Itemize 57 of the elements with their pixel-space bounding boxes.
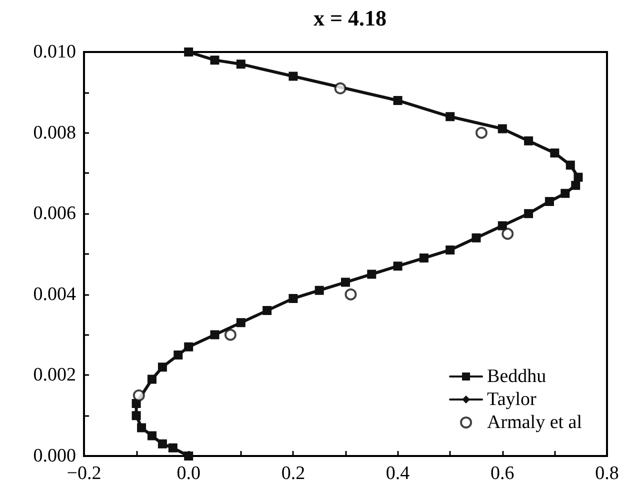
y-tick-label: 0.008	[33, 122, 76, 144]
y-tick-label: 0.010	[33, 42, 76, 62]
legend-label: Taylor	[487, 389, 538, 410]
point	[210, 330, 220, 340]
point	[288, 294, 298, 303]
point	[184, 452, 194, 460]
x-tick-label: 0.2	[281, 463, 306, 484]
point	[344, 288, 357, 300]
point	[262, 306, 272, 316]
point	[184, 342, 194, 352]
y-tick-label: 0.002	[33, 364, 76, 386]
point	[446, 112, 455, 122]
point	[132, 411, 141, 420]
point	[168, 443, 178, 452]
point	[524, 209, 534, 218]
point	[158, 362, 167, 372]
y-tick-label: 0.006	[33, 203, 76, 224]
point	[560, 188, 570, 198]
point	[498, 124, 507, 134]
point	[334, 82, 346, 94]
point	[174, 350, 183, 360]
point	[393, 262, 402, 271]
point	[236, 318, 246, 328]
legend-label: Armaly et al	[487, 412, 582, 433]
point	[184, 48, 194, 56]
point	[502, 228, 514, 240]
point	[288, 72, 298, 81]
point	[224, 328, 236, 341]
point	[571, 180, 580, 190]
point	[147, 431, 156, 440]
x-tick-label: 0.6	[490, 463, 514, 484]
point	[498, 221, 507, 230]
point	[550, 148, 560, 158]
point	[393, 96, 402, 105]
point	[132, 389, 145, 402]
point	[524, 136, 534, 146]
point	[210, 56, 220, 65]
point	[574, 172, 583, 182]
point	[147, 374, 156, 384]
point	[137, 423, 146, 432]
chart-title: x = 4.18	[313, 6, 387, 30]
point	[472, 233, 481, 242]
point	[419, 254, 428, 263]
point	[314, 286, 324, 295]
y-tick-label: 0.004	[33, 284, 76, 305]
point	[236, 60, 246, 69]
point	[367, 270, 376, 279]
x-tick-label: 0.4	[386, 463, 410, 484]
point	[158, 439, 167, 448]
x-tick-label: 0.8	[595, 463, 619, 484]
point	[544, 196, 554, 206]
legend-label: Beddhu	[487, 366, 547, 387]
point	[566, 160, 575, 170]
point	[475, 126, 488, 139]
point	[341, 278, 350, 287]
x-tick-label: 0.0	[176, 463, 200, 484]
point	[446, 245, 455, 254]
